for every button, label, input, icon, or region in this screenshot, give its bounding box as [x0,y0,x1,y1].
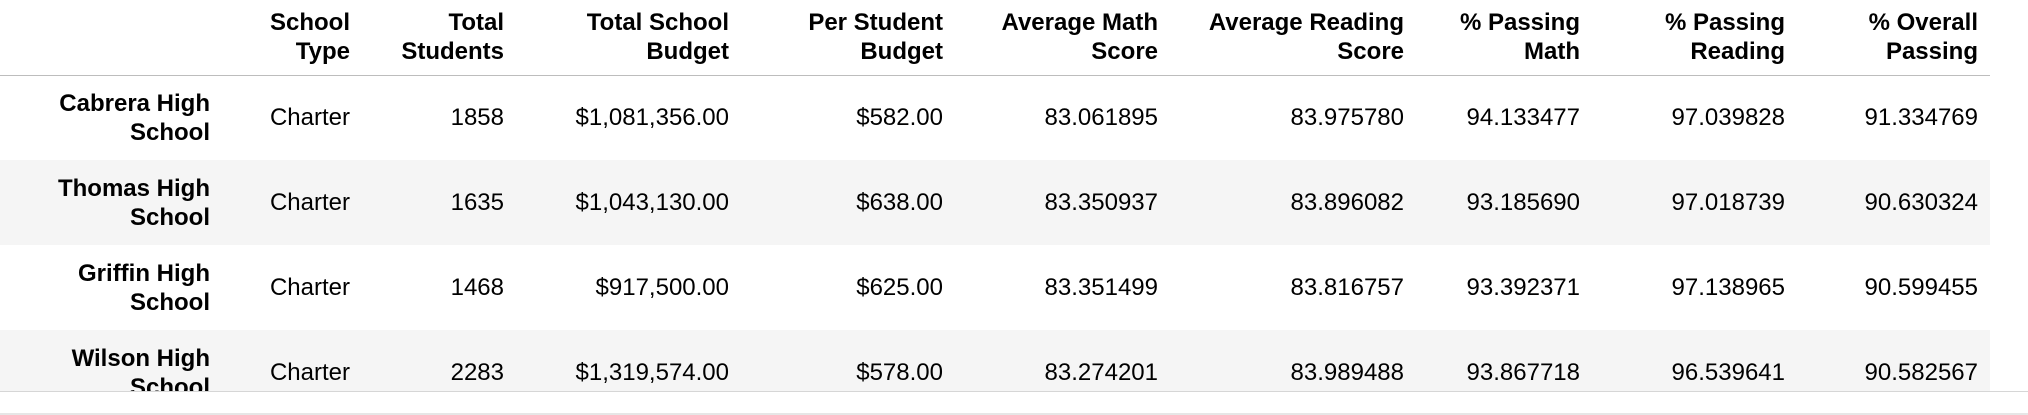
cell-per-student-budget: $638.00 [741,160,955,245]
cell-passing-reading: 97.018739 [1592,160,1797,245]
row-index-school: Wilson High School [0,330,222,391]
cell-passing-math: 93.185690 [1416,160,1592,245]
cell-average-math-score: 83.351499 [1044,274,1158,301]
column-header-total-school-budget: Total School Budget [516,0,741,76]
cell-school-type: Charter [222,160,362,245]
column-header-overall-passing: % Overall Passing [1797,0,1990,76]
table-row: Wilson High School Charter 2283 $1,319,5… [0,330,1990,391]
table-row: Thomas High School Charter 1635 $1,043,1… [0,160,1990,245]
cell-passing-math: 93.392371 [1466,274,1580,301]
cell-average-reading-score: 83.896082 [1170,160,1416,245]
index-header [0,0,222,76]
vertical-scroll-gutter [2010,0,2028,391]
header-row: School Type Total Students Total School … [0,0,1990,76]
row-index-school: Griffin High School [78,259,210,316]
cell-overall-passing: 90.630324 [1797,160,1990,245]
dataframe-table: School Type Total Students Total School … [0,0,1990,391]
cell-per-student-budget: $578.00 [741,330,955,391]
cell-school-type: Charter [269,104,350,132]
cell-per-student-budget: $582.00 [856,104,943,132]
table-row: Griffin High School Charter 1468 $917,50… [0,245,1990,330]
dataframe-output[interactable]: School Type Total Students Total School … [0,0,2028,392]
column-header-passing-math: % Passing Math [1416,0,1592,76]
cell-average-math-score: 83.061895 [1044,104,1158,132]
cell-total-school-budget: $917,500.00 [595,274,729,301]
cell-passing-reading: 97.039828 [1671,104,1785,132]
cell-school-type: Charter [222,330,362,391]
cell-average-math-score: 83.274201 [955,330,1170,391]
cell-total-school-budget: $1,081,356.00 [575,104,729,132]
cell-school-type: Charter [269,274,350,301]
cell-average-reading-score: 83.989488 [1170,330,1416,391]
cell-overall-passing: 90.582567 [1797,330,1990,391]
cell-passing-reading: 96.539641 [1592,330,1797,391]
cell-average-reading-score: 83.975780 [1290,104,1404,132]
cell-passing-math: 93.867718 [1416,330,1592,391]
cell-passing-math: 94.133477 [1466,104,1580,132]
cell-total-students: 1635 [362,160,516,245]
cell-total-students: 1858 [450,104,504,132]
row-index-school: Thomas High School [0,160,222,245]
cell-overall-passing: 91.334769 [1864,104,1978,132]
cell-passing-reading: 97.138965 [1671,274,1785,301]
cell-total-school-budget: $1,043,130.00 [516,160,741,245]
horizontal-scrollbar-track[interactable] [0,413,2028,415]
cell-per-student-budget: $625.00 [856,274,943,301]
column-header-school-type: School Type [222,0,362,76]
cell-overall-passing: 90.599455 [1864,274,1978,301]
column-header-per-student-budget: Per Student Budget [741,0,955,76]
column-header-average-math-score: Average Math Score [955,0,1170,76]
table-row: Cabrera High School Charter 1858 $1,081,… [0,75,1990,160]
column-header-total-students: Total Students [362,0,516,76]
cell-total-school-budget: $1,319,574.00 [516,330,741,391]
cell-total-students: 1468 [450,274,504,301]
cell-average-math-score: 83.350937 [955,160,1170,245]
column-header-average-reading-score: Average Reading Score [1170,0,1416,76]
cell-average-reading-score: 83.816757 [1290,274,1404,301]
cell-total-students: 2283 [362,330,516,391]
column-header-passing-reading: % Passing Reading [1592,0,1797,76]
row-index-school: Cabrera High School [59,89,210,146]
